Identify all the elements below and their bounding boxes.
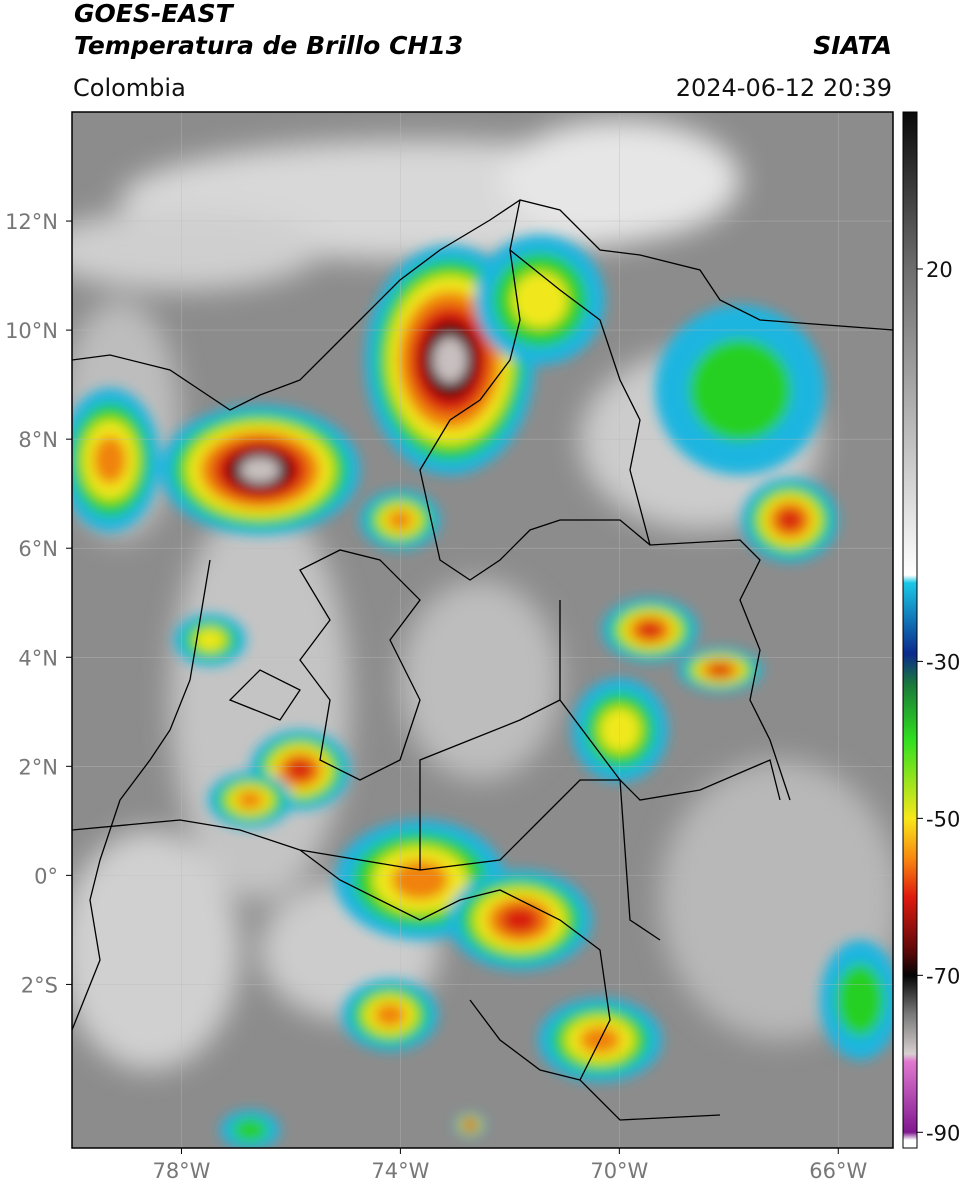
storm-cell <box>636 621 664 639</box>
storm-cell <box>776 508 804 532</box>
colorbar-ticks: 20 -30 -50 -70 -90 <box>917 258 960 1145</box>
colorbar <box>902 111 918 1149</box>
storm-cell <box>93 436 127 484</box>
y-tick-label: 2°N <box>18 755 58 779</box>
storm-cell <box>374 1003 406 1027</box>
y-tick-label: 8°N <box>18 428 58 452</box>
border-line <box>72 559 721 1121</box>
storm-cell <box>512 272 568 328</box>
x-tick-label: 66°W <box>809 1159 867 1183</box>
map-area <box>72 112 893 1148</box>
storm-cell <box>236 790 264 810</box>
colorbar-tick-label: -70 <box>926 964 960 988</box>
timestamp: 2024-06-12 20:39 <box>676 74 892 102</box>
x-tick-label: 74°W <box>371 1159 429 1183</box>
storm-cell <box>391 860 449 900</box>
storm-cell <box>466 1122 474 1128</box>
colorbar-tick-label: 20 <box>926 258 953 282</box>
cloud <box>72 830 240 1070</box>
cloud <box>170 500 350 900</box>
storm-cell <box>708 664 732 676</box>
grid <box>72 112 893 1148</box>
border-line <box>419 199 791 801</box>
x-tick-label: 78°W <box>152 1159 210 1183</box>
border-line <box>72 600 781 941</box>
colorbar-tick-label: -50 <box>926 807 960 831</box>
y-tick-label: 0° <box>34 864 58 888</box>
map-frame <box>71 111 894 1149</box>
cloud <box>400 580 560 780</box>
title: GOES-EAST <box>74 0 235 28</box>
y-tick-label: 12°N <box>5 210 58 234</box>
axes: 78°W 74°W 70°W 66°W 12°N 10°N 8°N 6°N 4°N 2°N 0° 2°… <box>5 210 867 1183</box>
y-tick-label: 6°N <box>18 537 58 561</box>
colorbar-tick-label: -90 <box>926 1121 960 1145</box>
y-tick-label: 4°N <box>18 646 58 670</box>
region: Colombia <box>73 74 186 102</box>
cloud <box>72 210 320 290</box>
y-tick-label: 2°S <box>21 973 58 997</box>
storm-cell <box>386 510 414 530</box>
border-line <box>228 549 421 781</box>
storm-cell <box>232 1118 268 1142</box>
storm-cell <box>286 759 314 781</box>
storm-cell <box>836 964 884 1036</box>
colorbar-tick-label: -30 <box>926 650 960 674</box>
storm-cell <box>194 628 226 652</box>
subtitle: Temperatura de Brillo CH13 <box>74 31 463 60</box>
y-tick-label: 10°N <box>5 319 58 343</box>
storm-cell <box>500 906 540 934</box>
storm-cell <box>599 707 641 753</box>
border-line <box>72 199 893 411</box>
cloud <box>500 120 740 240</box>
storm-cell <box>689 339 791 441</box>
source: SIATA <box>813 31 892 60</box>
x-tick-label: 70°W <box>590 1159 648 1183</box>
storm-cell <box>240 457 280 483</box>
borders <box>72 199 893 1121</box>
storm-cell <box>433 337 467 383</box>
